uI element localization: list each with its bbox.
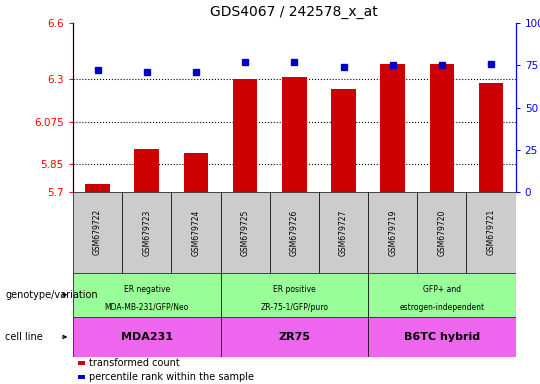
Bar xyxy=(184,152,208,192)
Bar xyxy=(220,317,368,357)
Bar xyxy=(282,78,307,192)
Text: GSM679723: GSM679723 xyxy=(142,209,151,255)
Text: B6TC hybrid: B6TC hybrid xyxy=(404,332,480,342)
Text: GSM679719: GSM679719 xyxy=(388,209,397,255)
Text: ZR75: ZR75 xyxy=(278,332,310,342)
Bar xyxy=(171,192,220,273)
Bar xyxy=(220,192,269,273)
Text: GSM679721: GSM679721 xyxy=(487,209,496,255)
Text: GFP+ and: GFP+ and xyxy=(423,285,461,294)
Text: GSM679725: GSM679725 xyxy=(241,209,249,255)
Text: percentile rank within the sample: percentile rank within the sample xyxy=(89,372,254,382)
Text: estrogen-independent: estrogen-independent xyxy=(400,303,484,311)
Bar xyxy=(73,317,220,357)
Bar xyxy=(380,65,405,192)
Text: cell line: cell line xyxy=(5,332,43,342)
Text: GSM679724: GSM679724 xyxy=(191,209,200,255)
Bar xyxy=(85,184,110,192)
Bar xyxy=(368,273,516,317)
Bar xyxy=(368,317,516,357)
Text: GSM679726: GSM679726 xyxy=(290,209,299,255)
Bar xyxy=(331,89,356,192)
Bar xyxy=(269,192,319,273)
Text: GSM679720: GSM679720 xyxy=(437,209,447,255)
Text: genotype/variation: genotype/variation xyxy=(5,290,98,300)
Title: GDS4067 / 242578_x_at: GDS4067 / 242578_x_at xyxy=(211,5,378,19)
Bar xyxy=(233,79,258,192)
Bar xyxy=(73,192,122,273)
Text: MDA231: MDA231 xyxy=(121,332,173,342)
Bar xyxy=(368,192,417,273)
Text: GSM679722: GSM679722 xyxy=(93,209,102,255)
Bar xyxy=(430,65,454,192)
Text: ER positive: ER positive xyxy=(273,285,316,294)
Text: ZR-75-1/GFP/puro: ZR-75-1/GFP/puro xyxy=(260,303,328,311)
Bar xyxy=(134,149,159,192)
Text: ER negative: ER negative xyxy=(124,285,170,294)
Text: GSM679727: GSM679727 xyxy=(339,209,348,255)
Bar xyxy=(73,273,220,317)
Bar xyxy=(417,192,467,273)
Text: MDA-MB-231/GFP/Neo: MDA-MB-231/GFP/Neo xyxy=(105,303,189,311)
Bar xyxy=(220,273,368,317)
Bar xyxy=(479,83,503,192)
Text: transformed count: transformed count xyxy=(89,358,180,368)
Bar xyxy=(122,192,171,273)
Bar xyxy=(467,192,516,273)
Bar xyxy=(319,192,368,273)
